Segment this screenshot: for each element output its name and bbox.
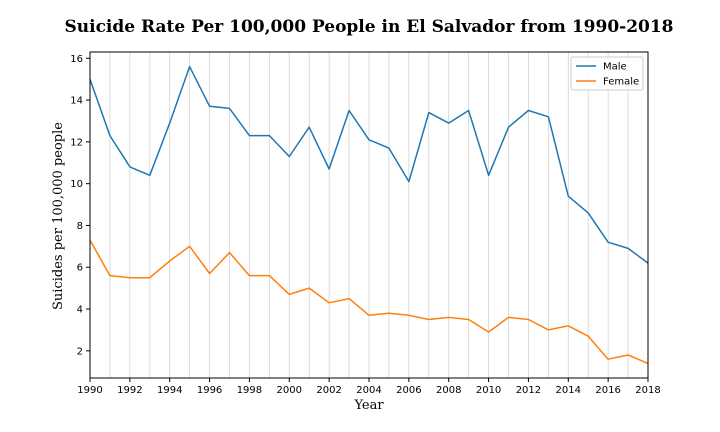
x-tick-label: 2012 — [516, 385, 541, 396]
x-tick-label: 1996 — [197, 385, 222, 396]
y-tick-label: 10 — [70, 179, 83, 190]
series-lines — [89, 65, 649, 365]
x-tick-label: 2008 — [436, 385, 461, 396]
x-tick-label: 2010 — [476, 385, 501, 396]
y-tick-label: 4 — [77, 305, 83, 316]
y-tick-label: 8 — [77, 221, 83, 232]
x-tick-label: 2016 — [595, 385, 620, 396]
x-tick-label: 1994 — [157, 385, 182, 396]
x-tick-label: 2000 — [277, 385, 302, 396]
x-tick-label: 2006 — [396, 385, 421, 396]
x-axis-label: Year — [353, 398, 384, 413]
y-axis-ticks: 2 4 6 8 10 12 14 16 — [70, 54, 90, 357]
series-line-female — [89, 239, 649, 365]
legend-label: Female — [603, 77, 639, 88]
y-tick-label: 6 — [77, 263, 83, 274]
x-tick-label: 2004 — [356, 385, 381, 396]
legend: Male Female — [570, 56, 644, 91]
legend-label: Male — [603, 62, 627, 73]
x-tick-label: 2002 — [316, 385, 341, 396]
series-line-male — [89, 65, 649, 264]
y-tick-label: 2 — [77, 346, 83, 357]
y-tick-label: 16 — [70, 54, 83, 65]
y-tick-label: 14 — [70, 96, 83, 107]
chart-title: Suicide Rate Per 100,000 People in El Sa… — [64, 17, 673, 37]
x-tick-label: 1998 — [237, 385, 262, 396]
x-gridlines — [89, 52, 649, 378]
x-tick-label: 1990 — [77, 385, 102, 396]
x-tick-label: 2014 — [556, 385, 581, 396]
y-axis-label: Suicides per 100,000 people — [51, 122, 66, 310]
x-tick-label: 1992 — [117, 385, 142, 396]
x-tick-label: 2018 — [635, 385, 660, 396]
x-axis-ticks: 1990 1992 1994 1996 1998 2000 2002 2004 2006 2008… — [77, 378, 661, 396]
y-tick-label: 12 — [70, 137, 83, 148]
